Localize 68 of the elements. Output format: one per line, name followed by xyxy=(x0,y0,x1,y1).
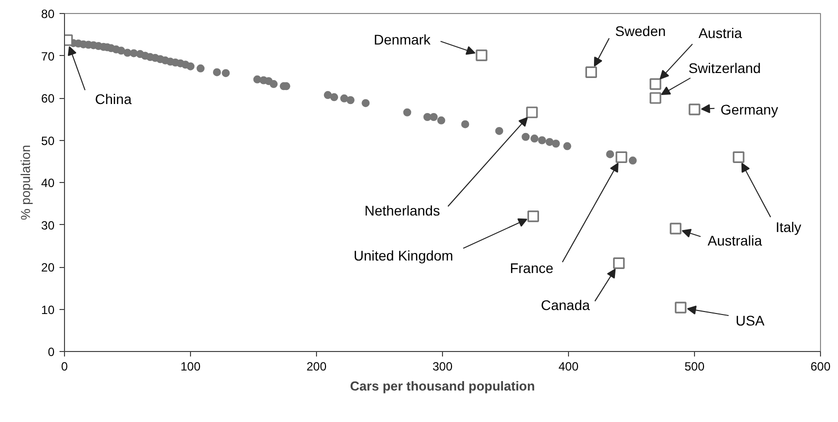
point xyxy=(495,126,504,135)
point xyxy=(613,257,625,269)
x-tick-label: 500 xyxy=(684,360,705,374)
x-tick-label: 300 xyxy=(432,360,453,374)
annotation: USA xyxy=(736,312,766,329)
x-axis-title: Cars per thousand population xyxy=(350,378,536,394)
point xyxy=(688,104,700,116)
y-tick-label: 0 xyxy=(48,345,55,359)
y-tick-label: 30 xyxy=(41,218,55,232)
point xyxy=(563,142,572,150)
annotation: Austria xyxy=(698,25,742,42)
y-tick-label: 20 xyxy=(41,260,55,274)
point xyxy=(340,94,348,102)
point xyxy=(437,116,446,124)
point xyxy=(616,151,628,163)
annotation: Sweden xyxy=(615,23,666,40)
point xyxy=(430,113,438,122)
point xyxy=(546,138,554,146)
point xyxy=(476,50,488,62)
point xyxy=(212,68,221,76)
y-tick-label: 50 xyxy=(41,134,55,148)
point xyxy=(650,78,662,90)
annotation: United Kingdom xyxy=(354,247,454,264)
point xyxy=(186,62,194,70)
x-tick-label: 400 xyxy=(558,360,579,374)
x-tick-label: 200 xyxy=(306,360,327,374)
annotation: France xyxy=(510,260,554,276)
annotation: Switzerland xyxy=(688,60,761,76)
annotation: Italy xyxy=(776,219,802,236)
point xyxy=(346,96,355,104)
x-tick-label: 100 xyxy=(180,360,201,374)
annotation: Canada xyxy=(540,297,590,314)
point xyxy=(196,64,205,72)
point xyxy=(362,99,370,108)
point xyxy=(530,134,538,143)
annotation: Australia xyxy=(708,232,762,249)
y-tick-label: 60 xyxy=(41,92,55,106)
point xyxy=(324,91,332,100)
annotation: China xyxy=(95,91,132,108)
point xyxy=(670,222,682,234)
point xyxy=(222,69,230,78)
point xyxy=(526,106,538,118)
point xyxy=(527,210,540,222)
y-tick-label: 70 xyxy=(41,49,55,64)
point xyxy=(628,156,637,165)
x-tick-label: 0 xyxy=(61,360,68,374)
point xyxy=(461,120,470,128)
point xyxy=(423,113,432,122)
point xyxy=(270,80,278,88)
point xyxy=(538,136,546,144)
annotation: Denmark xyxy=(374,31,432,48)
point xyxy=(585,66,597,78)
point xyxy=(732,151,744,163)
y-tick-label: 80 xyxy=(41,7,55,21)
x-tick-label: 600 xyxy=(810,360,831,374)
y-axis-title: % population xyxy=(18,144,34,220)
point xyxy=(403,108,412,116)
point xyxy=(606,150,614,158)
point xyxy=(330,93,338,102)
y-tick-label: 40 xyxy=(41,176,55,190)
point xyxy=(117,46,126,55)
point xyxy=(552,140,560,148)
annotation: Netherlands xyxy=(364,202,440,218)
y-tick-label: 10 xyxy=(41,302,55,317)
point xyxy=(650,92,662,104)
point xyxy=(522,132,530,141)
annotation: Germany xyxy=(720,101,778,118)
point xyxy=(674,302,686,314)
